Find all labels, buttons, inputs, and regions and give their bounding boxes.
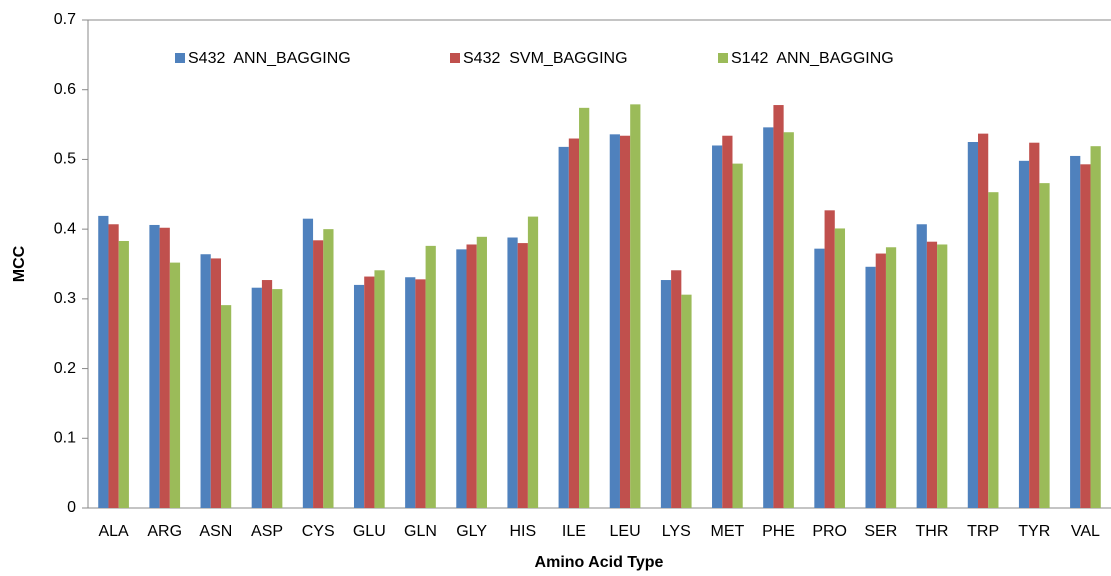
bar bbox=[272, 289, 283, 508]
bar bbox=[169, 262, 181, 508]
x-tick-label: SER bbox=[864, 523, 897, 540]
y-tick-label: 0.1 bbox=[54, 430, 76, 447]
y-tick-label: 0.2 bbox=[54, 360, 76, 377]
x-tick-label: TRP bbox=[967, 523, 999, 540]
bar bbox=[425, 245, 436, 509]
legend-label: S432 ANN_BAGGING bbox=[188, 50, 351, 67]
x-tick-label: THR bbox=[916, 523, 949, 540]
legend-swatch bbox=[175, 53, 185, 63]
bar bbox=[834, 228, 846, 508]
x-tick-label: VAL bbox=[1071, 523, 1100, 540]
x-axis-title: Amino Acid Type bbox=[535, 554, 664, 571]
bar bbox=[261, 280, 273, 508]
x-tick-label: PHE bbox=[762, 523, 795, 540]
y-tick-label: 0.3 bbox=[54, 290, 76, 307]
bar bbox=[865, 266, 876, 508]
x-tick-label: LEU bbox=[610, 523, 641, 540]
y-axis-title: MCC bbox=[11, 245, 28, 282]
x-tick-label: ILE bbox=[562, 523, 586, 540]
bar bbox=[456, 249, 467, 509]
bar bbox=[200, 254, 211, 508]
bar bbox=[210, 258, 221, 508]
bar bbox=[619, 135, 631, 508]
bar bbox=[712, 145, 723, 508]
bar bbox=[1018, 160, 1030, 508]
plot-frame bbox=[87, 19, 1111, 509]
x-tick-label: LYS bbox=[662, 523, 691, 540]
x-tick-label: ASP bbox=[251, 523, 283, 540]
bar bbox=[783, 132, 794, 509]
bar bbox=[220, 305, 232, 508]
bar bbox=[722, 135, 733, 508]
x-tick-label: ASN bbox=[199, 523, 232, 540]
legend-label: S142 ANN_BAGGING bbox=[731, 50, 894, 67]
bar bbox=[374, 270, 385, 508]
bar bbox=[763, 127, 774, 509]
bar bbox=[732, 163, 743, 508]
bar bbox=[323, 229, 334, 508]
x-tick-label: MET bbox=[710, 523, 744, 540]
y-tick-label: 0.6 bbox=[54, 81, 76, 98]
bar bbox=[466, 244, 477, 509]
bar bbox=[1039, 183, 1050, 509]
bar bbox=[824, 210, 835, 508]
bar bbox=[313, 240, 324, 508]
bar bbox=[405, 277, 416, 508]
bar bbox=[916, 224, 927, 508]
bar bbox=[609, 134, 620, 508]
bar bbox=[630, 104, 641, 509]
bar bbox=[149, 224, 160, 508]
bar bbox=[1080, 164, 1091, 508]
x-tick-label: GLY bbox=[456, 523, 487, 540]
bar bbox=[558, 146, 569, 508]
y-tick-label: 0.4 bbox=[54, 220, 76, 237]
bar bbox=[568, 138, 580, 508]
bar bbox=[159, 227, 170, 508]
legend-swatch bbox=[450, 53, 460, 63]
x-tick-label: ALA bbox=[98, 523, 129, 540]
bar bbox=[885, 247, 897, 509]
x-tick-label: TYR bbox=[1018, 523, 1050, 540]
bar bbox=[579, 107, 590, 508]
bar bbox=[517, 243, 528, 509]
bar bbox=[660, 280, 672, 508]
bar bbox=[814, 248, 825, 509]
x-tick-label: ARG bbox=[147, 523, 182, 540]
bar bbox=[1070, 155, 1081, 508]
bar bbox=[527, 216, 539, 508]
bar bbox=[988, 192, 999, 509]
bar bbox=[251, 287, 262, 508]
bar bbox=[364, 276, 375, 508]
bar bbox=[773, 105, 784, 509]
x-tick-label: GLN bbox=[404, 523, 437, 540]
bar bbox=[926, 241, 938, 509]
bar bbox=[937, 244, 948, 509]
x-tick-label: GLU bbox=[353, 523, 386, 540]
bar bbox=[118, 240, 129, 508]
y-tick-label: 0.7 bbox=[54, 11, 76, 28]
bar bbox=[476, 236, 487, 508]
legend-swatch bbox=[718, 53, 728, 63]
bar bbox=[967, 142, 979, 508]
y-tick-label: 0.5 bbox=[54, 151, 76, 168]
bar bbox=[302, 218, 314, 508]
bar bbox=[681, 294, 692, 508]
legend-label: S432 SVM_BAGGING bbox=[463, 50, 628, 67]
y-tick-label: 0 bbox=[67, 499, 76, 516]
bar bbox=[98, 215, 109, 508]
bar bbox=[353, 284, 365, 508]
x-tick-label: PRO bbox=[812, 523, 847, 540]
bar bbox=[875, 253, 886, 508]
bar bbox=[507, 237, 518, 508]
bar bbox=[978, 133, 989, 509]
bar bbox=[671, 270, 682, 508]
bar bbox=[1029, 142, 1040, 508]
bar bbox=[1090, 146, 1101, 508]
bar bbox=[108, 224, 119, 508]
bar bbox=[415, 279, 426, 508]
x-tick-label: CYS bbox=[302, 523, 335, 540]
x-tick-label: HIS bbox=[509, 523, 536, 540]
